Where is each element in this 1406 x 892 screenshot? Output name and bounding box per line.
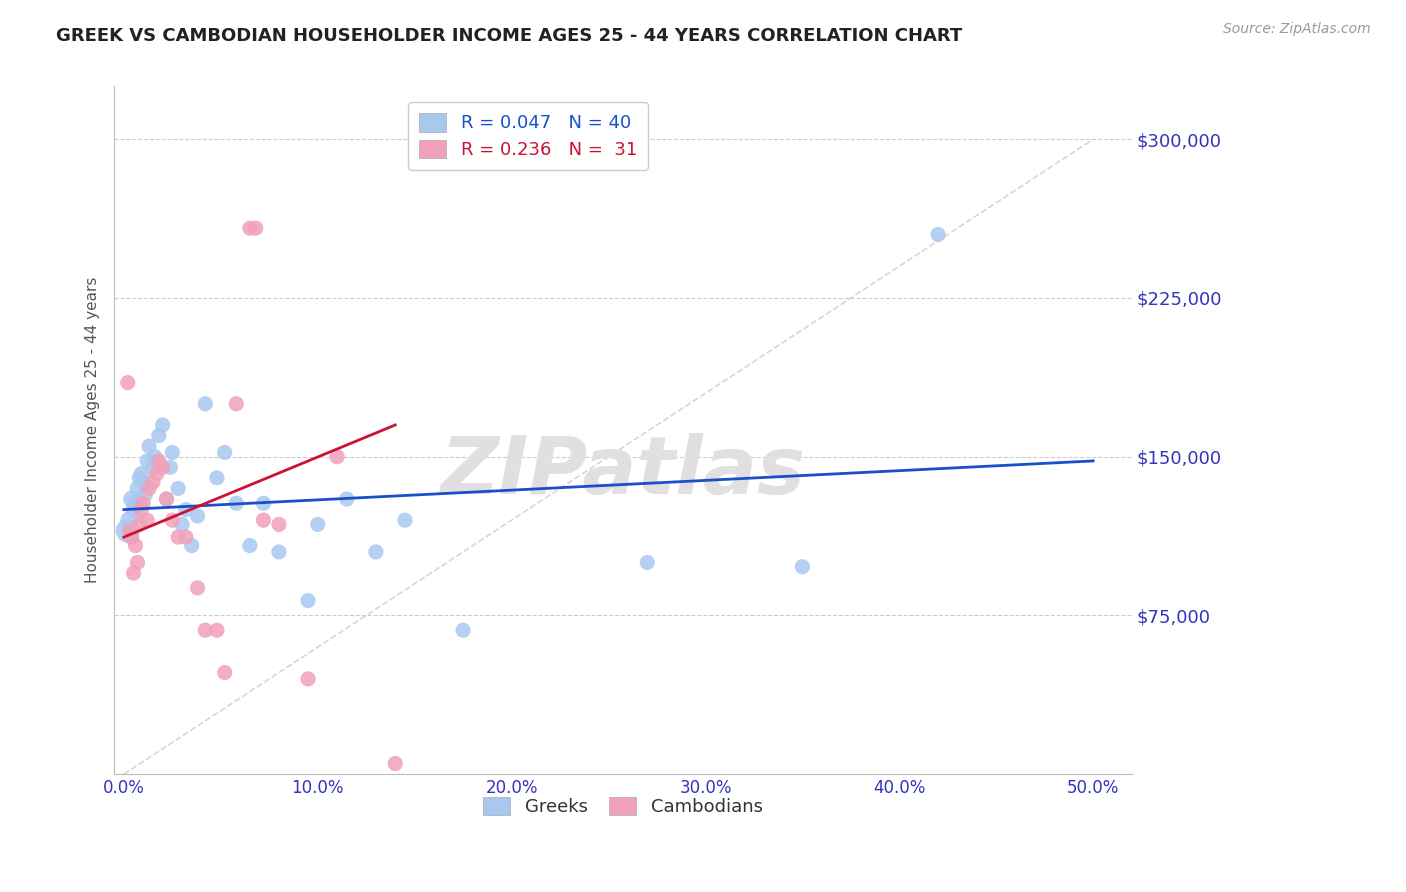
Point: [326, 450, 349, 464]
Point: [225, 397, 247, 411]
Point: [132, 475, 155, 489]
Point: [152, 460, 174, 475]
Point: [152, 417, 174, 432]
Point: [245, 221, 267, 235]
Point: [159, 460, 181, 475]
Point: [205, 624, 228, 638]
Point: [927, 227, 949, 242]
Point: [239, 221, 262, 235]
Text: GREEK VS CAMBODIAN HOUSEHOLDER INCOME AGES 25 - 44 YEARS CORRELATION CHART: GREEK VS CAMBODIAN HOUSEHOLDER INCOME AG…: [56, 27, 963, 45]
Point: [167, 482, 190, 496]
Point: [127, 482, 149, 496]
Point: [239, 539, 262, 553]
Point: [364, 545, 387, 559]
Y-axis label: Householder Income Ages 25 - 44 years: Householder Income Ages 25 - 44 years: [86, 277, 100, 583]
Point: [155, 491, 177, 506]
Point: [122, 502, 145, 516]
Point: [142, 460, 165, 475]
Point: [267, 517, 290, 532]
Point: [146, 467, 169, 481]
Point: [252, 513, 274, 527]
Point: [214, 665, 236, 680]
Point: [121, 530, 143, 544]
Legend: Greeks, Cambodians: Greeks, Cambodians: [477, 789, 770, 823]
Point: [205, 471, 228, 485]
Point: [118, 513, 141, 527]
Point: [170, 517, 193, 532]
Point: [792, 559, 814, 574]
Point: [155, 491, 177, 506]
Point: [336, 491, 359, 506]
Point: [142, 475, 165, 489]
Point: [134, 488, 156, 502]
Point: [117, 524, 139, 538]
Point: [636, 556, 658, 570]
Point: [180, 539, 202, 553]
Point: [394, 513, 416, 527]
Point: [148, 428, 170, 442]
Point: [297, 672, 319, 686]
Point: [117, 376, 139, 390]
Point: [128, 517, 150, 532]
Text: ZIPatlas: ZIPatlas: [440, 433, 806, 510]
Point: [124, 539, 146, 553]
Point: [138, 482, 160, 496]
Point: [131, 467, 153, 481]
Point: [167, 530, 190, 544]
Point: [162, 445, 184, 459]
Point: [214, 445, 236, 459]
Point: [297, 593, 319, 607]
Point: [267, 545, 290, 559]
Point: [187, 508, 209, 523]
Point: [122, 566, 145, 580]
Point: [451, 624, 474, 638]
Point: [127, 556, 149, 570]
Point: [307, 517, 329, 532]
Text: Source: ZipAtlas.com: Source: ZipAtlas.com: [1223, 22, 1371, 37]
Point: [174, 502, 197, 516]
Point: [162, 513, 184, 527]
Point: [136, 513, 159, 527]
Point: [124, 496, 146, 510]
Point: [143, 450, 166, 464]
Point: [138, 439, 160, 453]
Point: [131, 502, 153, 516]
Point: [132, 496, 155, 510]
Point: [118, 524, 141, 538]
Point: [252, 496, 274, 510]
Point: [174, 530, 197, 544]
Point: [121, 491, 143, 506]
Point: [128, 471, 150, 485]
Point: [384, 756, 406, 771]
Point: [148, 454, 170, 468]
Point: [225, 496, 247, 510]
Point: [187, 581, 209, 595]
Point: [136, 454, 159, 468]
Point: [194, 397, 217, 411]
Point: [194, 624, 217, 638]
